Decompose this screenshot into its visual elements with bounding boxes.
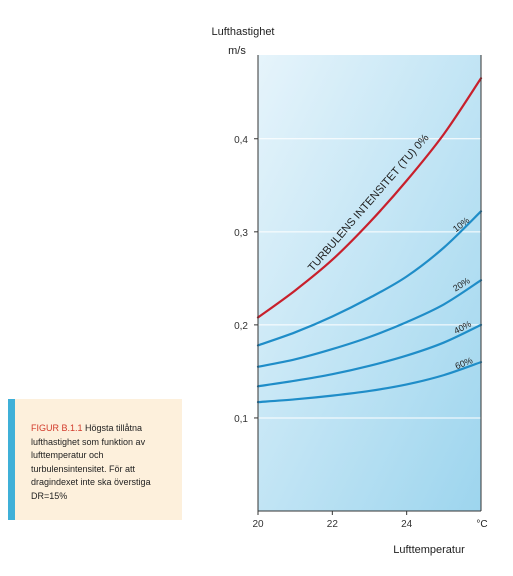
y-axis-label: Lufthastighet: [212, 26, 275, 38]
axis-ticks: 0,1 0,2 0,3 0,4 20 22 24: [234, 135, 413, 530]
x-tick-label: 22: [327, 519, 339, 530]
y-tick-label: 0,3: [234, 228, 248, 239]
series-line-tu-0: [256, 77, 483, 319]
series-line-60: [256, 361, 483, 404]
caption-text-block: FIGUR B.1.1 Högsta tillåtna lufthastighe…: [31, 422, 176, 503]
plot-area: [258, 55, 481, 511]
x-tick-label: 24: [401, 519, 413, 530]
series-line-10: [256, 210, 483, 347]
caption-body: Högsta tillåtna lufthastighet som funkti…: [31, 423, 151, 501]
y-tick-label: 0,2: [234, 321, 248, 332]
series-line-40: [256, 323, 483, 388]
x-axis-unit: °C: [476, 519, 487, 530]
y-tick-label: 0,1: [234, 414, 248, 425]
x-axis-label: Lufttemperatur: [393, 544, 465, 556]
series-lines: [256, 77, 483, 404]
y-axis-unit: m/s: [228, 45, 246, 57]
figure-caption: FIGUR B.1.1 Högsta tillåtna lufthastighe…: [8, 399, 182, 520]
gridlines: [258, 138, 481, 419]
y-tick-label: 0,4: [234, 135, 248, 146]
caption-accent-bar: [8, 399, 15, 520]
caption-label: FIGUR B.1.1: [31, 423, 83, 433]
x-tick-label: 20: [252, 519, 264, 530]
series-line-20: [256, 279, 483, 368]
